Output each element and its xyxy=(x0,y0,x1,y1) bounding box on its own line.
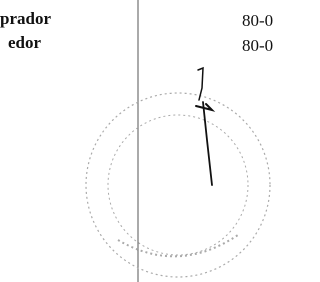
signature xyxy=(196,68,212,185)
party-label: edor xyxy=(8,34,41,51)
document-fragment: prador edor 80-0 80-0 xyxy=(0,0,279,282)
signature-stroke xyxy=(203,102,212,185)
stamp-outer-ring xyxy=(86,93,270,277)
page: prador edor 80-0 80-0 (() => { const dat… xyxy=(0,0,279,282)
stamp-inner-ring xyxy=(108,115,248,255)
id-number: 80-0 xyxy=(242,12,273,29)
stamp-text-arc xyxy=(118,235,238,256)
decorations xyxy=(0,0,279,282)
signature-stroke xyxy=(198,68,203,100)
stamp xyxy=(86,93,270,277)
party-label: prador xyxy=(0,10,51,27)
id-number: 80-0 xyxy=(242,37,273,54)
